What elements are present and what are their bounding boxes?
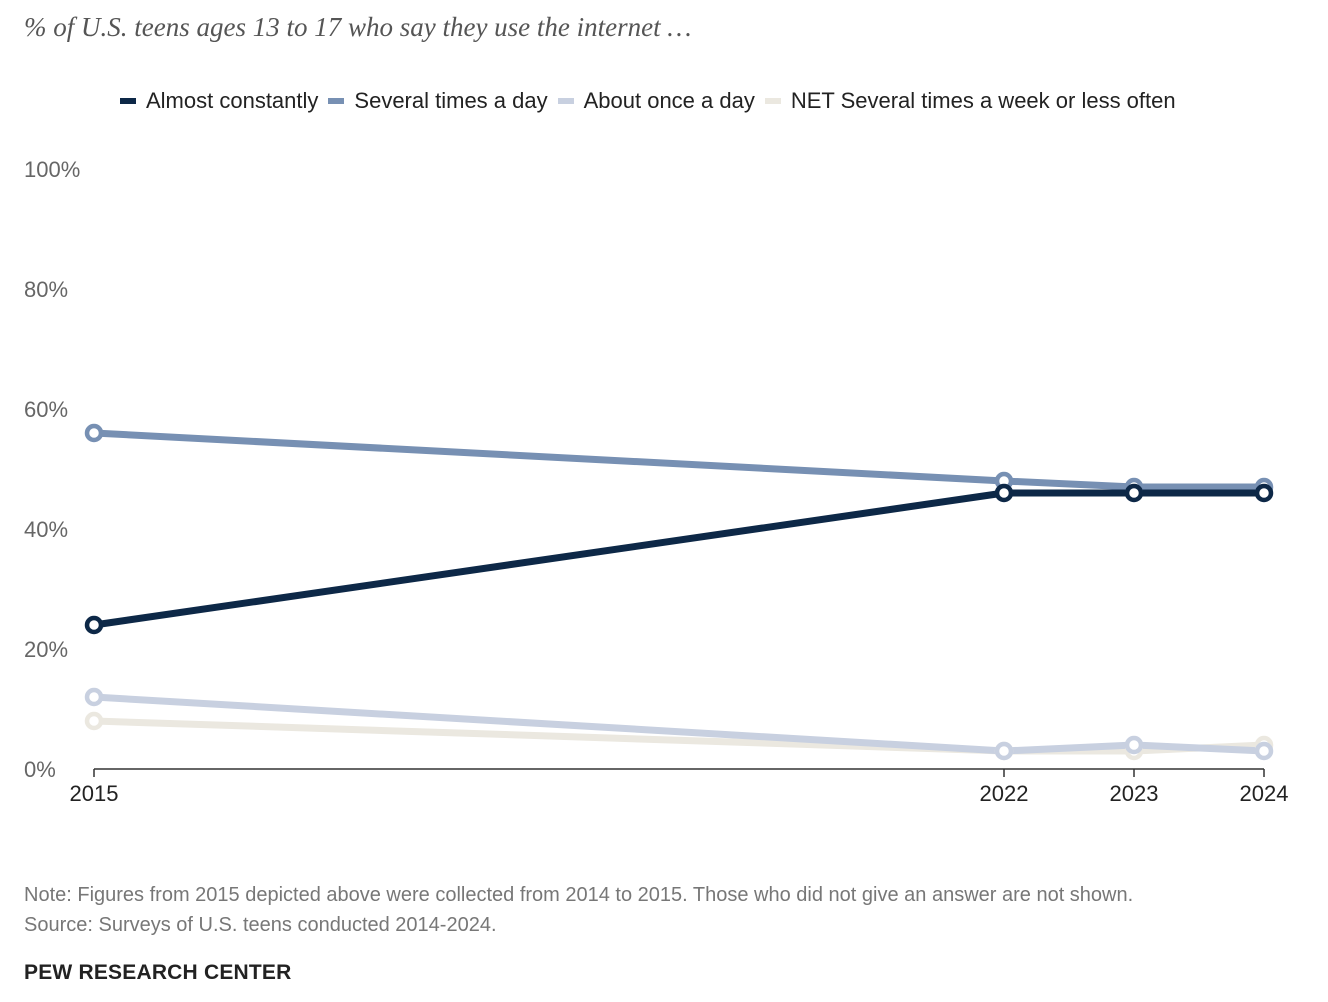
x-tick-label: 2015 <box>70 781 119 806</box>
series-line-1 <box>90 429 1268 491</box>
legend-label-almost-constantly: Almost constantly <box>146 88 319 113</box>
series-line-0 <box>90 489 1268 629</box>
legend-label-net-several-times-a-week: NET Several times a week or less often <box>790 88 1176 113</box>
x-tick-label: 2023 <box>1110 781 1159 806</box>
legend-swatch-about-once-a-day <box>557 98 574 104</box>
chart-subtitle: % of U.S. teens ages 13 to 17 who say th… <box>24 12 692 42</box>
legend-label-several-times-a-day: Several times a day <box>354 88 548 113</box>
data-point-series-3 <box>84 711 104 731</box>
data-point-series-2 <box>1124 735 1144 755</box>
y-tick-label: 0% <box>24 757 56 782</box>
y-tick-label: 60% <box>24 397 68 422</box>
y-tick-label: 100% <box>24 157 80 182</box>
data-point-series-1 <box>84 423 104 443</box>
data-point-series-2 <box>994 741 1014 761</box>
y-tick-label: 20% <box>24 637 68 662</box>
legend-swatch-net-several-times-a-week <box>764 98 781 104</box>
x-tick-label: 2024 <box>1240 781 1289 806</box>
legend-label-about-once-a-day: About once a day <box>583 88 755 113</box>
chart-legend: Almost constantly Several times a day Ab… <box>120 88 1186 114</box>
legend-item-net-several-times-a-week: NET Several times a week or less often <box>764 88 1176 114</box>
data-point-series-0 <box>1124 483 1144 503</box>
data-point-series-0 <box>1254 483 1274 503</box>
organization-name: PEW RESEARCH CENTER <box>24 961 292 984</box>
data-point-series-0 <box>994 483 1014 503</box>
line-chart: 0% 20% 40% 60% 80% 100% 2015 2022 2023 2024 <box>24 157 1289 806</box>
legend-item-several-times-a-day: Several times a day <box>328 88 548 114</box>
data-point-series-2 <box>84 687 104 707</box>
series-line-2 <box>90 693 1268 755</box>
chart-note: Note: Figures from 2015 depicted above w… <box>24 884 1134 906</box>
data-point-series-0 <box>84 615 104 635</box>
y-tick-label: 40% <box>24 517 68 542</box>
data-point-series-2 <box>1254 741 1274 761</box>
y-tick-label: 80% <box>24 277 68 302</box>
legend-swatch-almost-constantly <box>120 98 136 104</box>
x-tick-label: 2022 <box>980 781 1029 806</box>
legend-item-about-once-a-day: About once a day <box>557 88 755 114</box>
legend-item-almost-constantly: Almost constantly <box>120 88 318 114</box>
chart-source: Source: Surveys of U.S. teens conducted … <box>24 914 497 936</box>
legend-swatch-several-times-a-day <box>328 98 345 104</box>
